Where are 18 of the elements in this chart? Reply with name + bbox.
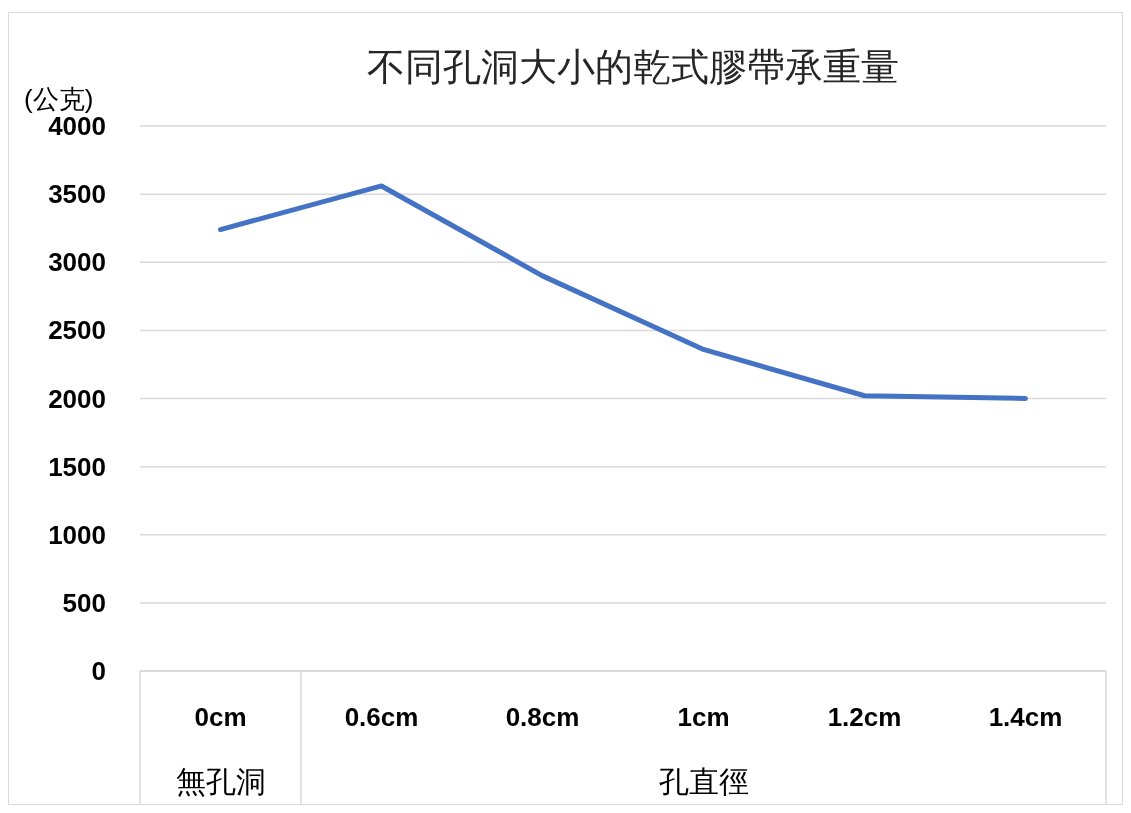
y-tick-label: 3000 — [48, 247, 106, 278]
x-tick-label: 0.6cm — [344, 702, 419, 732]
y-tick-label: 3500 — [48, 179, 106, 210]
x-tick-label: 1.2cm — [827, 702, 902, 732]
text: 孔直徑 — [658, 765, 749, 798]
y-tick-label: 1000 — [48, 519, 106, 550]
x-tick-label: 0cm — [194, 702, 247, 732]
y-tick-label: 2000 — [48, 383, 106, 414]
y-tick-label: 2500 — [48, 315, 106, 346]
x-tick-label: 1.4cm — [988, 702, 1063, 732]
y-tick-label: 500 — [62, 587, 106, 618]
y-tick-label: 1500 — [48, 451, 106, 482]
text: 無孔洞 — [175, 765, 266, 798]
x-tick-label: 1cm — [677, 702, 730, 732]
y-axis-title: (公克) — [24, 84, 94, 114]
x-tick-label: 0.8cm — [505, 702, 580, 732]
chart-title: 不同孔洞大小的乾式膠帶承重量 — [367, 46, 899, 88]
y-tick-label: 0 — [91, 656, 106, 686]
